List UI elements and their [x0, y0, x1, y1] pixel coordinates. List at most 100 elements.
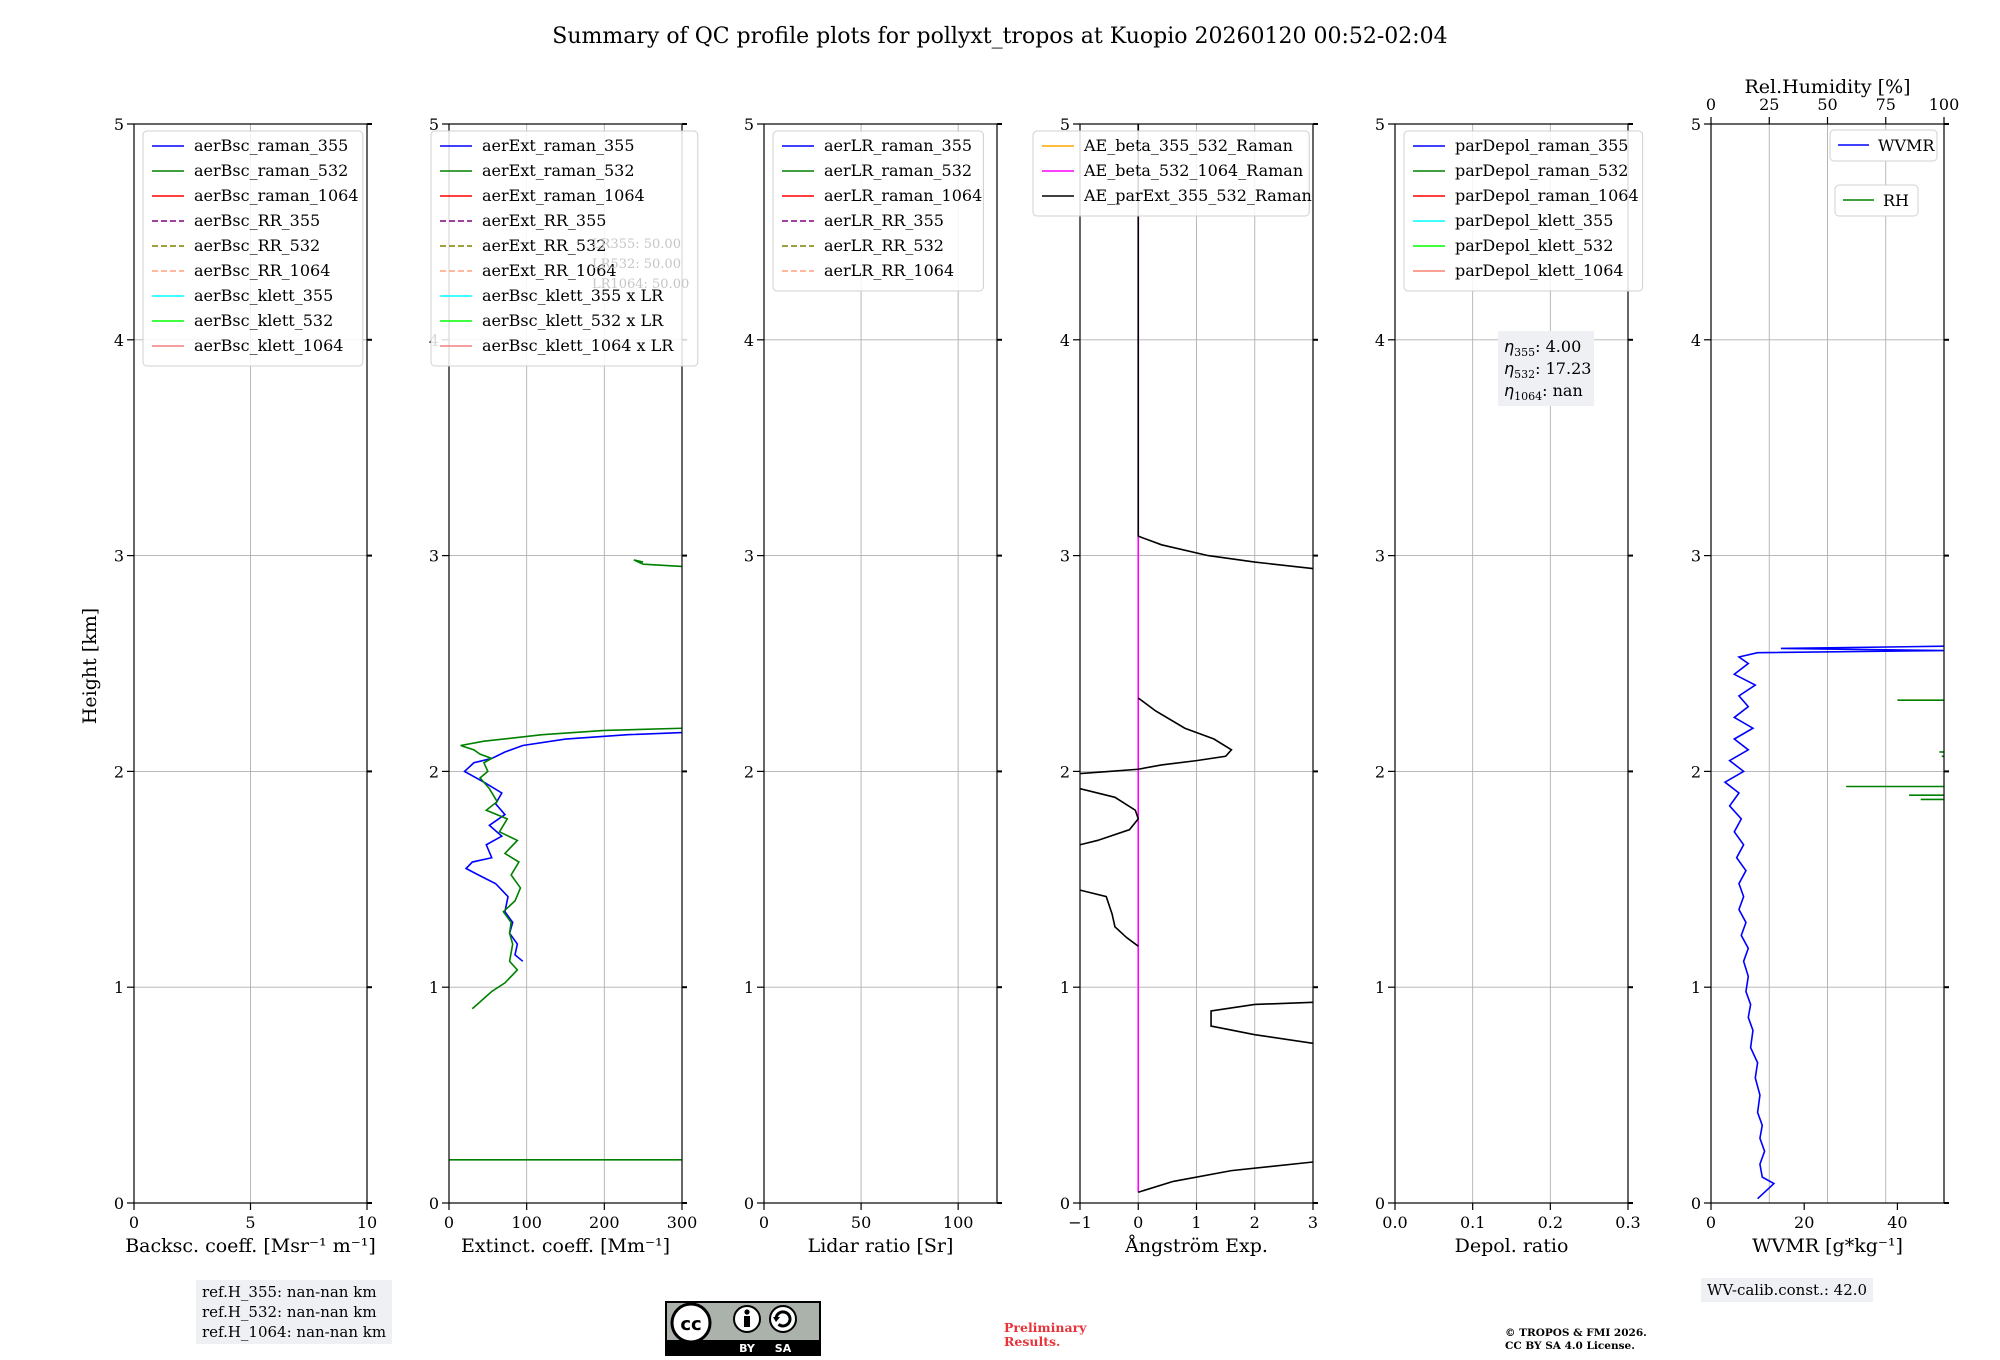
top-x-tick-label: 100 [1929, 95, 1960, 114]
panel-extinction: 0123450100200300Extinct. coeff. [Mm⁻¹]ae… [429, 115, 699, 1257]
y-tick-label: 2 [1060, 762, 1070, 781]
x-tick-label: 3 [1308, 1213, 1318, 1232]
legend-entry-aerBsc_RR_532: aerBsc_RR_532 [194, 236, 320, 255]
legend-entry-aerBsc_klett_355: aerBsc_klett_355 [194, 286, 333, 305]
legend-entry-aerBsc_raman_355: aerBsc_raman_355 [194, 136, 348, 155]
x-tick-label: −1 [1068, 1213, 1092, 1232]
panel-backscatter: 0 1 2 3 4 5 0 5 10 Backsc. coeff. [Msr⁻¹ m⁻¹] aerB… [114, 115, 377, 1257]
x-axis-label: Extinct. coeff. [Mm⁻¹] [461, 1235, 670, 1257]
legend-entry-aerExt_RR_532: aerExt_RR_532 [482, 236, 606, 255]
x-tick-label: 40 [1887, 1213, 1907, 1232]
plot-frame [448, 123, 683, 1204]
legend-box [1829, 129, 1938, 162]
y-axis-label: Height [km] [79, 608, 101, 724]
reference-heights-box: ref.H_355: nan-nan km ref.H_532: nan-nan… [196, 1280, 393, 1344]
top-x-tick-label: 50 [1817, 95, 1837, 114]
y-tick-label: 2 [1375, 762, 1385, 781]
y-tick-label: 5 [114, 115, 124, 134]
top-x-tick-label: 75 [1876, 95, 1896, 114]
legend-box [1403, 130, 1644, 292]
y-tick-label: 1 [1691, 978, 1701, 997]
legend-entry-aerExt_RR_355: aerExt_RR_355 [482, 211, 606, 230]
series-WVMR [1723, 645, 1944, 1200]
legend-box [772, 130, 984, 292]
legend-entry-aerLR_RR_355: aerLR_RR_355 [824, 211, 944, 230]
series-AE_parExt_355_532_Raman-segment [1080, 787, 1140, 846]
x-tick-label: 0 [444, 1213, 454, 1232]
legend-entry-aerLR_raman_1064: aerLR_raman_1064 [824, 186, 982, 205]
cc-icon [670, 1302, 712, 1344]
wv-calibration-box: WV-calib.const.: 42.0 [1701, 1278, 1874, 1302]
eta-box-bg [1498, 331, 1594, 406]
legend-entry-parDepol_raman_532: parDepol_raman_532 [1455, 161, 1628, 180]
legend-entry-AE_beta_532_1064_Raman: AE_beta_532_1064_Raman [1083, 161, 1303, 180]
legend-lidar_ratio: aerLR_raman_355 aerLR_raman_532 aerLR_rama… [772, 130, 984, 292]
y-tick-label: 3 [1060, 547, 1070, 566]
x-tick-label: 100 [943, 1213, 974, 1232]
top-x-tick-label: 0 [1706, 95, 1716, 114]
panel-depolarization: 0 1 2 3 4 5 0.0 0.1 0.2 0.3 Depol. ratio parDepol_r… [1375, 115, 1644, 1257]
y-tick-label: 4 [1691, 331, 1701, 350]
x-axis-label: Ångström Exp. [1124, 1235, 1268, 1257]
legend-entry-aerBsc_klett_1064: aerBsc_klett_1064 [194, 336, 343, 355]
legend-entry-aerExt_raman_355: aerExt_raman_355 [482, 136, 635, 155]
legend-entry-aerLR_RR_532: aerLR_RR_532 [824, 236, 944, 255]
series-AE_parExt_355_532_Raman-segment [1210, 1001, 1313, 1045]
x-axis-label: Depol. ratio [1455, 1235, 1569, 1257]
y-tick-label: 0 [1691, 1194, 1701, 1213]
x-tick-label: 300 [667, 1213, 698, 1232]
cc-by-sa-license-logo: cc BY SA [665, 1301, 821, 1356]
lidar-ratio-annotation: LR532: 50.00 [592, 257, 681, 272]
legend-angstrom: AE_beta_355_532_Raman AE_beta_532_1064_Ra… [1032, 130, 1312, 217]
svg-text:cc: cc [680, 1314, 701, 1335]
x-tick-label: 0.3 [1615, 1213, 1640, 1232]
series-aerExt_raman_355 [463, 731, 682, 962]
legend-entry-aerBsc_klett_1064 x LR: aerBsc_klett_1064 x LR [482, 336, 674, 355]
legend-rh: RH [1834, 184, 1919, 217]
y-tick-label: 5 [429, 115, 439, 134]
y-tick-label: 3 [1691, 547, 1701, 566]
legend-backscatter: aerBsc_raman_355 aerBsc_raman_532 aerBsc_r… [142, 130, 364, 367]
legend-entry-aerBsc_klett_532 x LR: aerBsc_klett_532 x LR [482, 311, 664, 330]
top-x-axis-label: Rel.Humidity [%] [1744, 76, 1910, 98]
legend-entry-parDepol_klett_355: parDepol_klett_355 [1455, 211, 1613, 230]
data-layer [1080, 124, 1313, 1193]
cc-by-label: BY [739, 1342, 756, 1355]
copyright-notice: © TROPOS & FMI 2026. CC BY SA 4.0 Licens… [1505, 1327, 1647, 1353]
legend-entry-aerExt_raman_532: aerExt_raman_532 [482, 161, 635, 180]
y-tick-label: 3 [1375, 547, 1385, 566]
x-tick-label: 5 [245, 1213, 255, 1232]
legend-entry-aerBsc_raman_1064: aerBsc_raman_1064 [194, 186, 359, 205]
preliminary-line-2: Results. [1004, 1334, 1061, 1349]
y-tick-label: 0 [1375, 1194, 1385, 1213]
ref-height-532: ref.H_532: nan-nan km [202, 1303, 377, 1321]
y-tick-label: 5 [1375, 115, 1385, 134]
y-tick-label: 4 [1060, 331, 1070, 350]
preliminary-results-note: Preliminary Results. [1004, 1321, 1086, 1349]
legend-wvmr: WVMR [1829, 129, 1938, 162]
legend-extinction: aerExt_raman_355 aerExt_raman_532 aerExt_r… [430, 130, 699, 367]
legend-entry-aerBsc_klett_532: aerBsc_klett_532 [194, 311, 333, 330]
wv-calibration-constant: WV-calib.const.: 42.0 [1707, 1281, 1868, 1299]
series-aerExt_raman_532 [460, 727, 682, 1010]
y-tick-label: 1 [114, 978, 124, 997]
legend-depolarization: parDepol_raman_355 parDepol_raman_532 parD… [1403, 130, 1644, 292]
series-AE_parExt_355_532_Raman-segment [1080, 697, 1233, 775]
series-AE_parExt_355_532_Raman-segment [1138, 1161, 1313, 1193]
legend-box [142, 130, 364, 367]
y-tick-label: 4 [114, 331, 124, 350]
eta-value-1064: η1064: nan [1504, 381, 1583, 403]
x-tick-label: 0 [1133, 1213, 1143, 1232]
share-alike-icon [769, 1305, 797, 1333]
legend-box [1834, 184, 1919, 217]
y-tick-label: 3 [744, 547, 754, 566]
y-tick-label: 3 [429, 547, 439, 566]
x-tick-label: 0.1 [1460, 1213, 1485, 1232]
legend-box [430, 130, 699, 367]
y-tick-label: 4 [744, 331, 754, 350]
x-tick-label: 0 [129, 1213, 139, 1232]
